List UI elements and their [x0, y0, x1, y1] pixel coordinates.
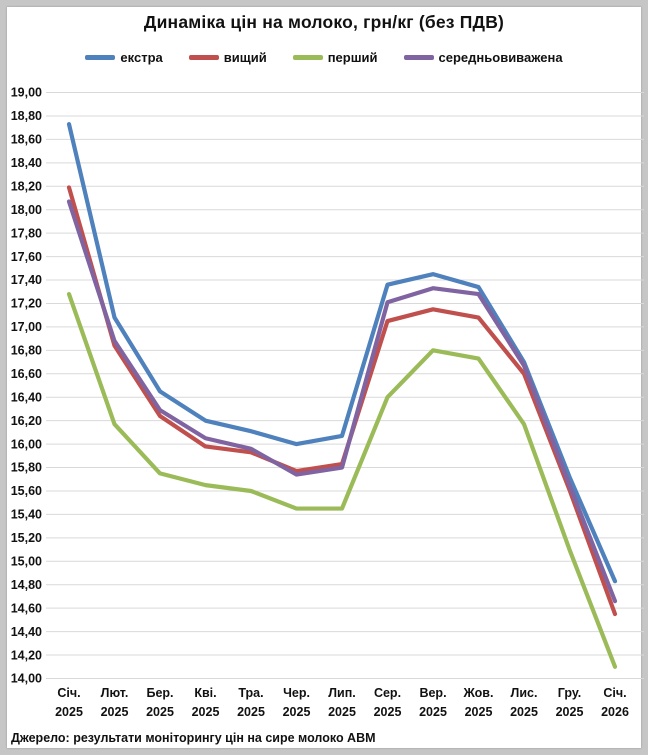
x-tick-month: Січ.	[57, 686, 80, 700]
y-tick-label: 14,20	[11, 648, 42, 662]
y-tick-label: 16,40	[11, 390, 42, 404]
x-tick-month: Чер.	[283, 686, 310, 700]
y-tick-label: 17,00	[11, 320, 42, 334]
x-tick-year: 2025	[146, 705, 174, 719]
x-tick-year: 2025	[237, 705, 265, 719]
x-tick-year: 2025	[283, 705, 311, 719]
legend-swatch-icon	[85, 55, 116, 60]
y-tick-label: 16,20	[11, 414, 42, 428]
x-tick-year: 2025	[374, 705, 402, 719]
x-tick-year: 2025	[101, 705, 129, 719]
y-tick-label: 17,80	[11, 226, 42, 240]
x-tick-month: Сер.	[374, 686, 401, 700]
chart-title: Динаміка цін на молоко, грн/кг (без ПДВ)	[143, 12, 505, 32]
x-tick-month: Лис.	[511, 686, 538, 700]
legend-item-середньовиважена: середньовиважена	[403, 50, 563, 65]
x-tick-year: 2025	[556, 705, 584, 719]
legend-swatch-icon	[188, 55, 219, 60]
y-tick-label: 18,20	[11, 179, 42, 193]
y-tick-label: 16,60	[11, 367, 42, 381]
y-tick-label: 16,80	[11, 344, 42, 358]
x-tick-month: Тра.	[238, 686, 263, 700]
x-tick-month: Січ.	[603, 686, 626, 700]
y-tick-label: 17,40	[11, 273, 42, 287]
x-tick-month: Бер.	[146, 686, 173, 700]
y-tick-label: 14,40	[11, 625, 42, 639]
x-tick-year: 2025	[55, 705, 83, 719]
source-note: Джерело: результати моніторингу цін на с…	[11, 731, 376, 745]
x-tick-month: Лют.	[101, 686, 129, 700]
legend-label: перший	[327, 50, 378, 65]
series-line-перший	[66, 291, 618, 669]
y-tick-label: 15,80	[11, 461, 42, 475]
x-tick-month: Вер.	[419, 686, 446, 700]
x-tick-month: Лип.	[328, 686, 355, 700]
legend-swatch-icon	[292, 55, 323, 60]
y-tick-label: 14,80	[11, 578, 42, 592]
y-tick-label: 19,00	[11, 86, 42, 100]
y-tick-label: 14,60	[11, 601, 42, 615]
x-tick-year: 2025	[328, 705, 356, 719]
y-tick-label: 15,40	[11, 508, 42, 522]
y-tick-label: 18,00	[11, 203, 42, 217]
x-tick-year: 2025	[465, 705, 493, 719]
series-line-вищий	[66, 185, 618, 617]
legend-item-вищий: вищий	[188, 50, 267, 65]
x-tick-month: Гру.	[558, 686, 581, 700]
series-line-екстра	[66, 122, 618, 584]
x-tick-month: Жов.	[463, 686, 494, 700]
y-tick-label: 15,00	[11, 555, 42, 569]
chart-panel	[7, 7, 641, 748]
y-tick-label: 15,60	[11, 484, 42, 498]
legend-label: екстра	[120, 50, 163, 65]
legend-item-екстра: екстра	[85, 50, 163, 65]
y-tick-label: 18,40	[11, 156, 42, 170]
y-tick-label: 17,20	[11, 297, 42, 311]
y-tick-label: 18,60	[11, 133, 42, 147]
legend-item-перший: перший	[292, 50, 378, 65]
x-tick-year: 2025	[510, 705, 538, 719]
y-tick-label: 17,60	[11, 250, 42, 264]
y-tick-label: 16,00	[11, 437, 42, 451]
y-tick-label: 18,80	[11, 109, 42, 123]
y-tick-label: 14,00	[11, 672, 42, 686]
legend-label: вищий	[223, 50, 267, 65]
y-tick-label: 15,20	[11, 531, 42, 545]
x-tick-year: 2025	[419, 705, 447, 719]
chart-legend: екстра вищий перший середньовиважена	[0, 50, 648, 65]
series-line-середньовиважена	[66, 199, 618, 604]
x-tick-year: 2025	[192, 705, 220, 719]
legend-label: середньовиважена	[438, 50, 563, 65]
x-tick-month: Кві.	[194, 686, 216, 700]
x-tick-year: 2026	[601, 705, 629, 719]
legend-swatch-icon	[403, 55, 434, 60]
